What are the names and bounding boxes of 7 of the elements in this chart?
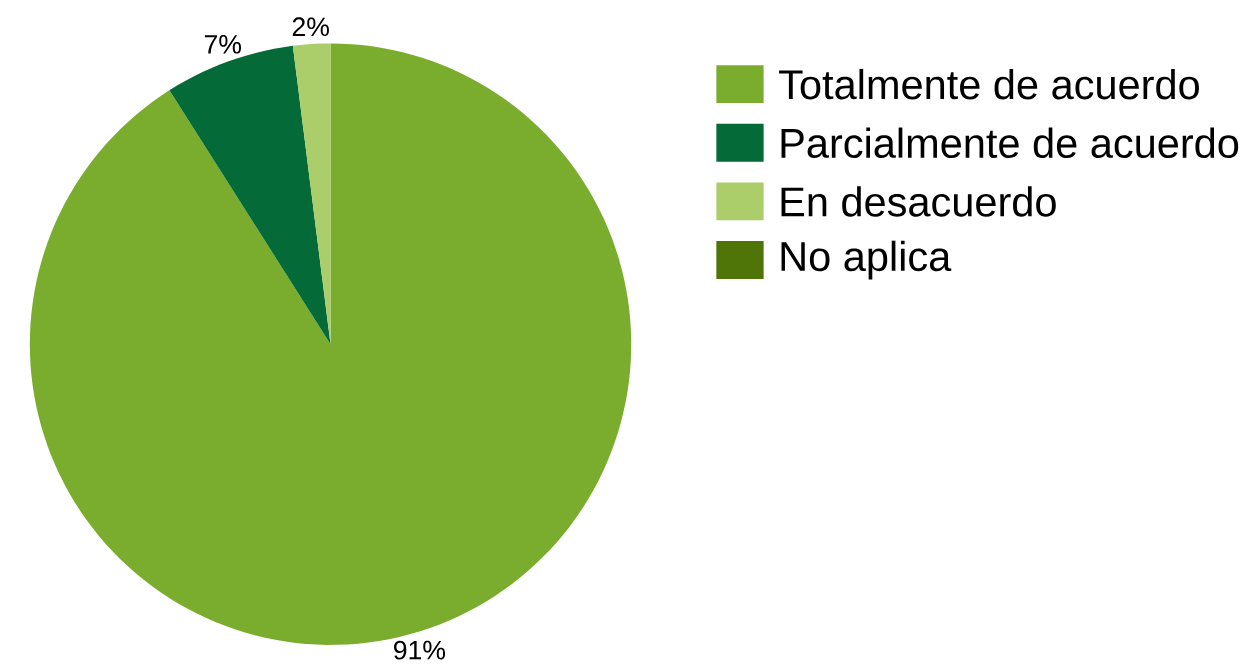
legend-label: Totalmente de acuerdo <box>779 68 1199 100</box>
legend-label: En desacuerdo <box>781 185 1056 217</box>
data-label: 2% <box>292 17 329 36</box>
data-label: 91% <box>394 640 446 660</box>
data-label: 7% <box>204 34 242 54</box>
legend-label: No aplica <box>781 240 952 280</box>
legend-label: Parcialmente de acuerdo <box>781 127 1239 158</box>
